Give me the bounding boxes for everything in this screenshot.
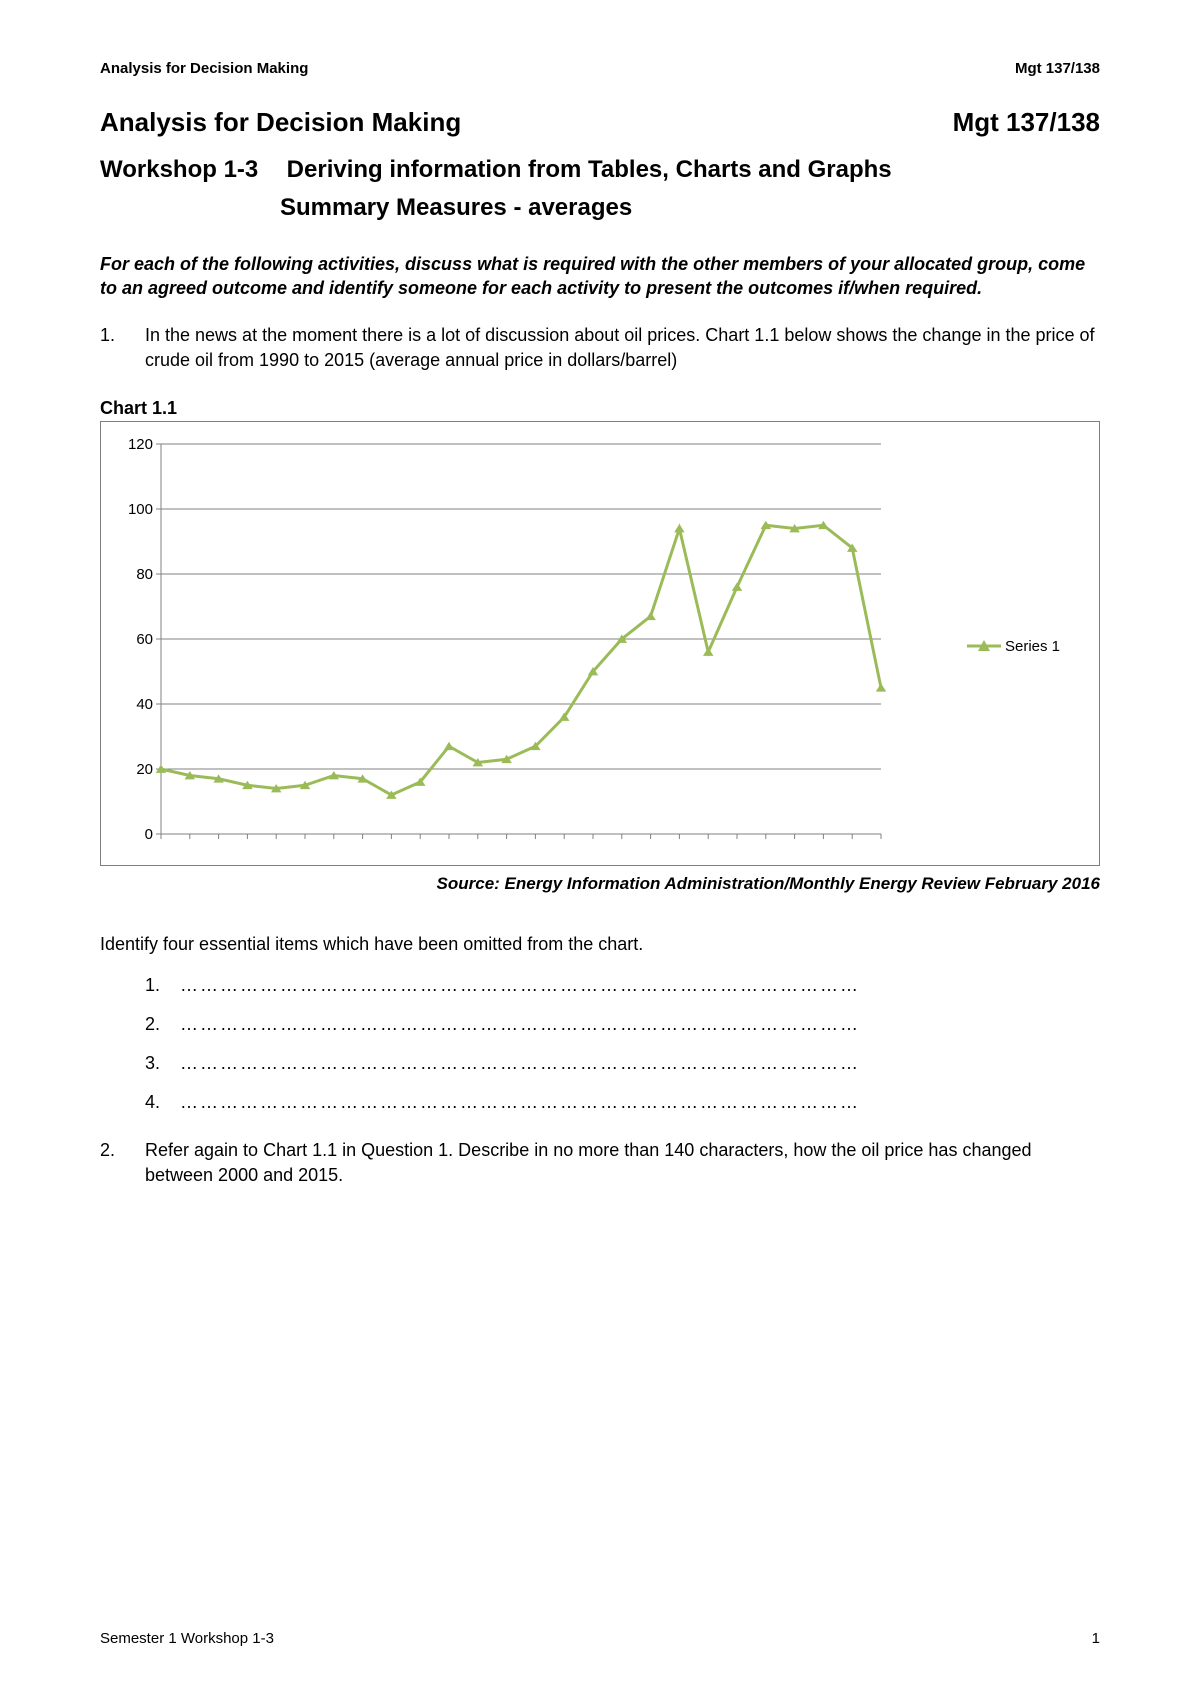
answer-row-1: 1. ………………………………………………………………………………………… <box>145 975 1100 996</box>
answer-blank: ………………………………………………………………………………………… <box>180 1014 1100 1035</box>
chart-legend: Series 1 <box>959 434 1089 859</box>
workshop-topic: Deriving information from Tables, Charts… <box>287 156 892 183</box>
answer-row-3: 3. ………………………………………………………………………………………… <box>145 1053 1100 1074</box>
q1-number: 1. <box>100 323 145 373</box>
q2-number: 2. <box>100 1138 145 1188</box>
subtitle-line2: Summary Measures - averages <box>280 194 1100 222</box>
answer-idx: 2. <box>145 1014 180 1035</box>
running-header: Analysis for Decision Making Mgt 137/138 <box>100 60 1100 77</box>
chart-container: 0 20 40 60 80 100 120 Series 1 <box>100 421 1100 866</box>
footer-right: 1 <box>1092 1630 1100 1647</box>
page-title-right: Mgt 137/138 <box>953 107 1100 138</box>
page: Analysis for Decision Making Mgt 137/138… <box>0 0 1200 1697</box>
q1-text: In the news at the moment there is a lot… <box>145 323 1100 373</box>
page-title-left: Analysis for Decision Making <box>100 107 461 138</box>
svg-text:0: 0 <box>145 826 153 843</box>
running-header-right: Mgt 137/138 <box>1015 60 1100 77</box>
svg-text:60: 60 <box>136 631 153 648</box>
legend-marker-icon <box>967 639 1001 653</box>
instructions: For each of the following activities, di… <box>100 252 1100 301</box>
svg-text:40: 40 <box>136 696 153 713</box>
question-1: 1. In the news at the moment there is a … <box>100 323 1100 373</box>
answer-list: 1. ………………………………………………………………………………………… 2.… <box>145 975 1100 1113</box>
answer-idx: 1. <box>145 975 180 996</box>
answer-idx: 3. <box>145 1053 180 1074</box>
chart-label: Chart 1.1 <box>100 398 1100 419</box>
followup-text: Identify four essential items which have… <box>100 934 1100 955</box>
svg-text:100: 100 <box>128 501 153 518</box>
answer-idx: 4. <box>145 1092 180 1113</box>
title-row: Analysis for Decision Making Mgt 137/138 <box>100 107 1100 138</box>
oil-price-line-chart: 0 20 40 60 80 100 120 <box>111 434 891 854</box>
running-header-left: Analysis for Decision Making <box>100 60 308 77</box>
footer-left: Semester 1 Workshop 1-3 <box>100 1630 274 1647</box>
svg-text:120: 120 <box>128 436 153 453</box>
chart-plot: 0 20 40 60 80 100 120 <box>111 434 959 859</box>
answer-blank: ………………………………………………………………………………………… <box>180 1053 1100 1074</box>
answer-row-4: 4. ………………………………………………………………………………………… <box>145 1092 1100 1113</box>
footer: Semester 1 Workshop 1-3 1 <box>100 1630 1100 1647</box>
answer-blank: ………………………………………………………………………………………… <box>180 1092 1100 1113</box>
subtitle-row: Workshop 1-3 Deriving information from T… <box>100 156 1100 184</box>
answer-blank: ………………………………………………………………………………………… <box>180 975 1100 996</box>
q2-text: Refer again to Chart 1.1 in Question 1. … <box>145 1138 1100 1188</box>
legend-label: Series 1 <box>1005 638 1060 655</box>
svg-text:20: 20 <box>136 761 153 778</box>
workshop-label: Workshop 1-3 <box>100 156 280 184</box>
svg-text:80: 80 <box>136 566 153 583</box>
chart-source: Source: Energy Information Administratio… <box>100 874 1100 894</box>
question-2: 2. Refer again to Chart 1.1 in Question … <box>100 1138 1100 1188</box>
answer-row-2: 2. ………………………………………………………………………………………… <box>145 1014 1100 1035</box>
